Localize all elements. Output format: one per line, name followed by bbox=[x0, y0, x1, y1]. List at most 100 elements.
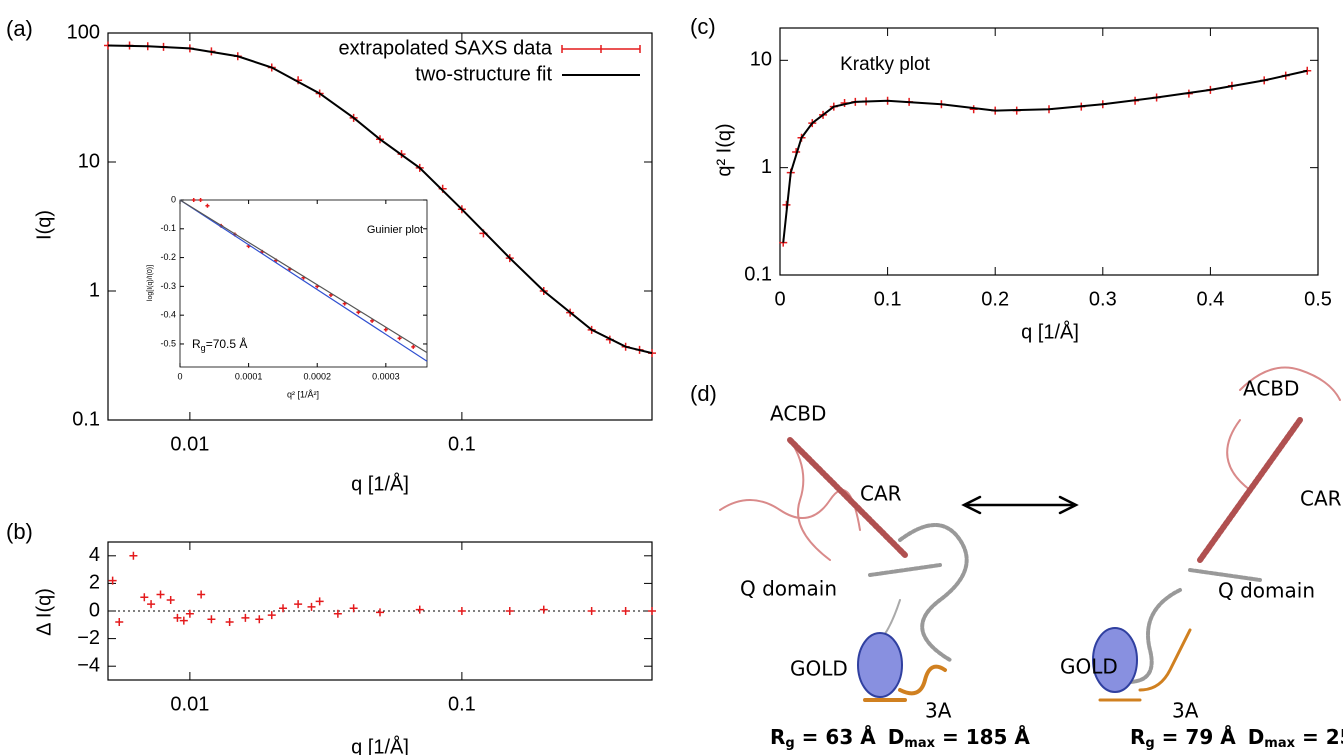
data-point bbox=[173, 613, 182, 622]
caption-part: = 79 Å bbox=[1155, 725, 1236, 749]
structure-label: 3A bbox=[925, 699, 952, 723]
structure-caption: Rg = 79 Å Dmax = 250 Å bbox=[1130, 725, 1343, 751]
data-point bbox=[505, 607, 514, 615]
structure-label: CAR bbox=[1300, 487, 1342, 511]
data-point bbox=[179, 616, 188, 625]
data-point bbox=[191, 198, 196, 202]
caption-part: = 185 Å bbox=[935, 725, 1030, 749]
caption-part: max bbox=[904, 736, 935, 751]
data-point bbox=[383, 327, 388, 332]
caption-part: g bbox=[1145, 736, 1154, 751]
y-tick-label: -0.1 bbox=[160, 223, 176, 233]
data-point bbox=[241, 613, 250, 622]
data-line bbox=[179, 199, 428, 354]
x-axis-label: q [1/Å] bbox=[1021, 320, 1079, 343]
structure-caption: Rg = 63 Å Dmax = 185 Å bbox=[770, 725, 1030, 751]
data-point bbox=[225, 618, 234, 627]
structure-label: ACBD bbox=[770, 402, 826, 426]
x-tick-label: 0.5 bbox=[1304, 288, 1332, 310]
data-line bbox=[107, 44, 653, 355]
data-point bbox=[129, 551, 138, 560]
data-point bbox=[370, 318, 375, 323]
legend-label: extrapolated SAXS data bbox=[339, 37, 553, 59]
data-point bbox=[457, 607, 466, 615]
x-tick-label: 0.1 bbox=[448, 433, 476, 455]
data-point bbox=[267, 611, 276, 620]
data-point bbox=[415, 605, 424, 614]
x-axis-label: q [1/Å] bbox=[351, 735, 409, 755]
y-axis-label: q² I(q) bbox=[713, 123, 735, 176]
data-point bbox=[356, 310, 361, 315]
plot-frame bbox=[779, 27, 1319, 276]
x-axis-label: q [1/Å] bbox=[351, 472, 409, 495]
y-tick-label: -0.4 bbox=[160, 310, 176, 320]
data-point bbox=[205, 203, 210, 208]
data-point bbox=[108, 576, 117, 585]
panel-label: (b) bbox=[6, 519, 33, 544]
data-point bbox=[539, 605, 548, 614]
x-tick-label: 0.0002 bbox=[303, 371, 331, 381]
y-tick-label: 0 bbox=[89, 599, 100, 621]
data-point bbox=[147, 600, 156, 609]
x-tick-label: 0 bbox=[774, 288, 785, 310]
caption-part: max bbox=[1264, 736, 1295, 751]
data-point bbox=[166, 595, 175, 604]
x-tick-label: 0.2 bbox=[981, 288, 1009, 310]
annotation-subscript: g bbox=[201, 343, 206, 353]
data-point bbox=[333, 609, 342, 618]
data-point bbox=[621, 607, 630, 615]
caption-part: R bbox=[1130, 725, 1145, 749]
x-tick-label: 0.01 bbox=[170, 433, 209, 455]
structure-label: Q domain bbox=[740, 577, 837, 601]
y-tick-label: 10 bbox=[750, 49, 772, 71]
y-tick-label: -0.5 bbox=[160, 338, 176, 348]
y-tick-label: 0.1 bbox=[72, 408, 100, 430]
y-tick-label: 0.1 bbox=[744, 263, 772, 285]
x-tick-label: 0.3 bbox=[1089, 288, 1117, 310]
y-tick-label: 2 bbox=[89, 572, 100, 594]
panel-label: (d) bbox=[690, 381, 717, 406]
y-tick-label: 0 bbox=[171, 194, 176, 204]
x-tick-label: 0.1 bbox=[448, 693, 476, 715]
x-tick-label: 0.0001 bbox=[235, 371, 263, 381]
y-axis-label: Δ I(q) bbox=[33, 588, 55, 636]
data-line bbox=[782, 69, 1308, 243]
annotation: Rg=70.5 Å bbox=[192, 336, 247, 353]
data-point bbox=[397, 336, 402, 341]
data-point bbox=[587, 607, 596, 615]
data-point bbox=[411, 344, 416, 349]
data-point bbox=[307, 602, 316, 611]
y-tick-label: −2 bbox=[77, 627, 100, 649]
caption-part: R bbox=[770, 725, 785, 749]
data-point bbox=[349, 604, 358, 613]
data-point bbox=[198, 198, 203, 202]
legend-label: two-structure fit bbox=[415, 63, 552, 85]
data-point bbox=[185, 609, 194, 618]
data-point bbox=[648, 607, 656, 615]
data-point bbox=[279, 604, 288, 613]
data-point bbox=[376, 608, 384, 617]
data-point bbox=[156, 590, 165, 599]
structure-label: CAR bbox=[860, 482, 902, 506]
data-line bbox=[179, 199, 428, 362]
x-tick-label: 0.4 bbox=[1196, 288, 1224, 310]
annotation-symbol: R bbox=[192, 337, 201, 351]
annotation-text: =70.5 Å bbox=[206, 336, 248, 351]
panel-label: (c) bbox=[690, 14, 716, 39]
y-tick-label: 10 bbox=[78, 150, 100, 172]
structure-label: GOLD bbox=[790, 657, 848, 681]
data-point bbox=[315, 597, 324, 606]
structure-illustration bbox=[719, 366, 1341, 702]
y-axis-label: log[I(q)/I(0)] bbox=[147, 265, 154, 301]
y-axis-label: I(q) bbox=[33, 210, 55, 240]
x-axis-label: q² [1/Å²] bbox=[287, 389, 319, 399]
chart-title: Guinier plot bbox=[367, 224, 423, 236]
x-tick-label: 0.0003 bbox=[372, 371, 400, 381]
structure-label: 3A bbox=[1172, 699, 1199, 723]
data-point bbox=[207, 615, 216, 624]
structure-label: ACBD bbox=[1243, 377, 1299, 401]
caption-part: g bbox=[785, 736, 794, 751]
